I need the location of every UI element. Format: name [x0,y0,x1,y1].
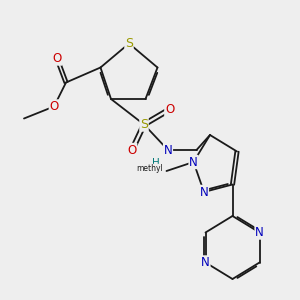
Text: S: S [140,118,148,131]
Text: S: S [125,37,133,50]
Text: N: N [255,226,264,239]
Text: N: N [201,256,210,269]
Text: H: H [152,158,160,169]
Text: methyl: methyl [136,164,163,173]
Text: N: N [164,143,172,157]
Text: O: O [50,100,58,113]
Text: N: N [189,155,198,169]
Text: O: O [128,143,136,157]
Text: N: N [200,185,208,199]
Text: O: O [52,52,62,65]
Text: O: O [165,103,174,116]
